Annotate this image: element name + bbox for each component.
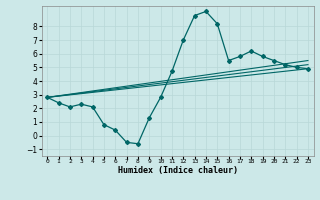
X-axis label: Humidex (Indice chaleur): Humidex (Indice chaleur) bbox=[118, 166, 237, 175]
